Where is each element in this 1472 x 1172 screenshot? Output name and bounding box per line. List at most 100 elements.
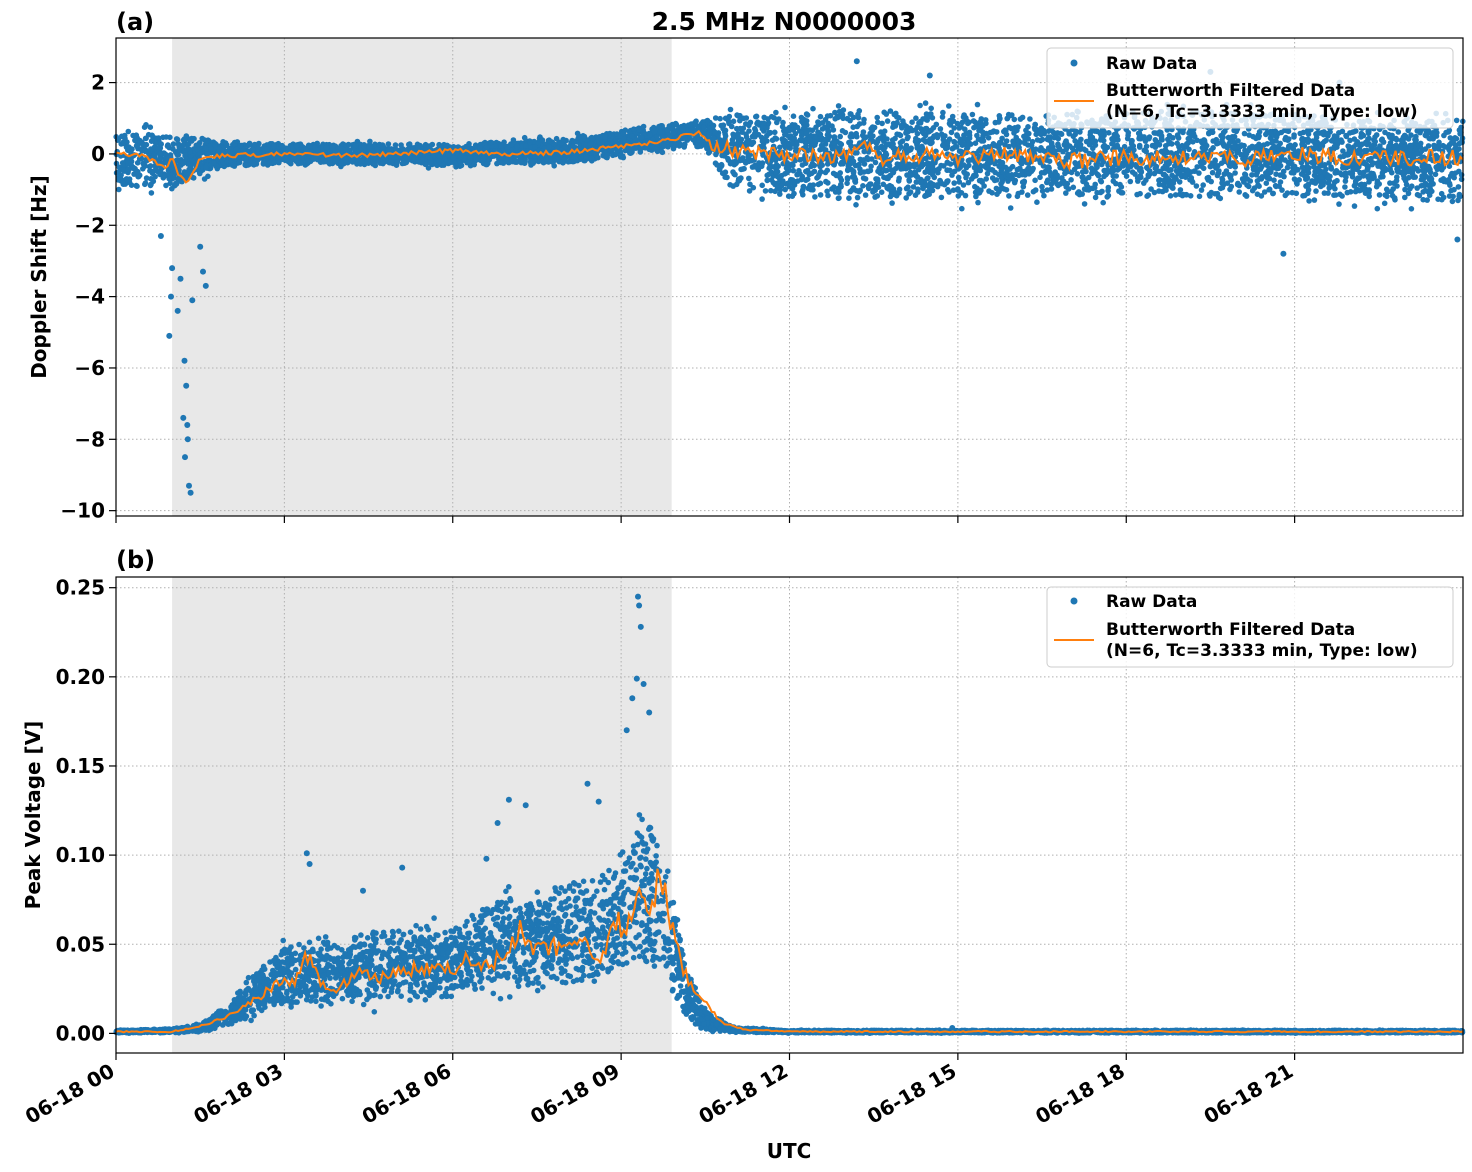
raw-data-point [804,112,811,118]
raw-data-point [917,151,923,157]
raw-data-point [1081,201,1088,207]
raw-data-point [903,145,909,151]
raw-data-point [157,156,163,162]
raw-data-point [1054,130,1061,136]
raw-data-point [1254,169,1260,176]
raw-data-point [797,157,803,163]
raw-data-point [1357,182,1364,188]
raw-data-point [847,188,854,195]
raw-data-point [1017,116,1024,122]
raw-data-point [1440,142,1446,149]
raw-data-point [874,114,880,121]
raw-data-point [146,163,153,170]
raw-data-point [1172,192,1179,198]
raw-data-point [1134,191,1140,198]
raw-data-point [773,109,779,116]
raw-data-point [868,163,874,170]
raw-data-point [1044,164,1050,171]
raw-data-point [1268,166,1274,172]
raw-data-point [152,173,158,180]
raw-data-point [539,137,546,143]
raw-data-point [1273,171,1279,177]
raw-data-point [759,138,766,144]
raw-data-point [1019,189,1025,195]
raw-data-point [825,128,831,135]
raw-data-point [1024,192,1031,198]
raw-data-point [332,158,339,165]
raw-data-point [1275,165,1282,172]
raw-data-point [1354,165,1361,172]
raw-data-point [1351,203,1358,209]
raw-data-point [1293,190,1300,197]
raw-data-point [883,111,890,117]
raw-data-point [790,167,797,174]
raw-data-point [1070,184,1077,191]
raw-data-point [818,168,824,175]
raw-data-point [1451,174,1457,181]
raw-data-point [166,175,172,182]
raw-data-point [1077,141,1084,148]
raw-data-point [981,163,987,169]
raw-data-point [896,175,902,182]
raw-data-point [1137,173,1144,179]
raw-data-point [1393,177,1400,184]
raw-data-point [1290,165,1297,171]
raw-data-point [1177,187,1184,193]
raw-data-point [951,180,957,186]
raw-data-point [1201,137,1208,144]
raw-data-point [1032,177,1038,184]
raw-data-point [864,168,871,175]
panel-a-tag: (a) [116,8,154,36]
raw-data-point [883,141,890,148]
raw-data-point [1331,192,1337,198]
raw-data-point [971,164,978,171]
raw-data-point [743,134,750,140]
raw-data-point [1027,116,1033,122]
raw-data-point [1414,185,1420,191]
raw-data-point [1373,183,1380,190]
raw-data-point [784,169,790,176]
raw-data-point [1136,144,1143,150]
raw-data-point [1361,147,1368,154]
raw-data-point [1386,143,1392,149]
raw-data-point [1141,134,1147,140]
raw-data-point [1342,184,1348,190]
raw-data-point [148,190,155,196]
raw-data-point [1163,166,1170,172]
raw-data-point [1338,171,1345,178]
raw-data-point [1121,169,1127,176]
raw-data-point [366,144,373,151]
raw-data-point [174,136,181,143]
raw-data-point [867,137,874,144]
raw-data-point [706,132,712,139]
raw-data-point [1365,128,1371,134]
raw-data-point [1068,177,1074,183]
raw-data-point [1055,143,1061,149]
raw-data-point [1323,137,1329,144]
raw-data-point [1328,164,1334,170]
raw-data-point [1044,179,1050,186]
raw-data-point [977,167,984,174]
raw-data-point [1235,180,1241,187]
raw-data-point [1003,187,1010,193]
raw-data-point [801,124,808,130]
raw-data-point [721,153,728,159]
raw-data-point [1032,146,1039,152]
raw-data-point [1196,193,1203,200]
raw-data-point [184,145,191,152]
raw-data-point [1217,195,1224,202]
raw-data-point [959,205,965,212]
raw-data-point [768,187,774,194]
raw-data-point [817,180,824,187]
raw-data-point [1124,135,1131,142]
raw-data-point [1446,193,1453,199]
raw-data-point [820,146,827,152]
raw-data-point [1034,137,1041,143]
raw-data-point [1071,166,1078,173]
raw-data-point [790,113,797,119]
raw-data-point [989,167,996,173]
raw-data-point [966,140,972,146]
raw-data-point [729,159,736,165]
raw-data-point [900,118,906,124]
raw-data-point [986,188,992,194]
